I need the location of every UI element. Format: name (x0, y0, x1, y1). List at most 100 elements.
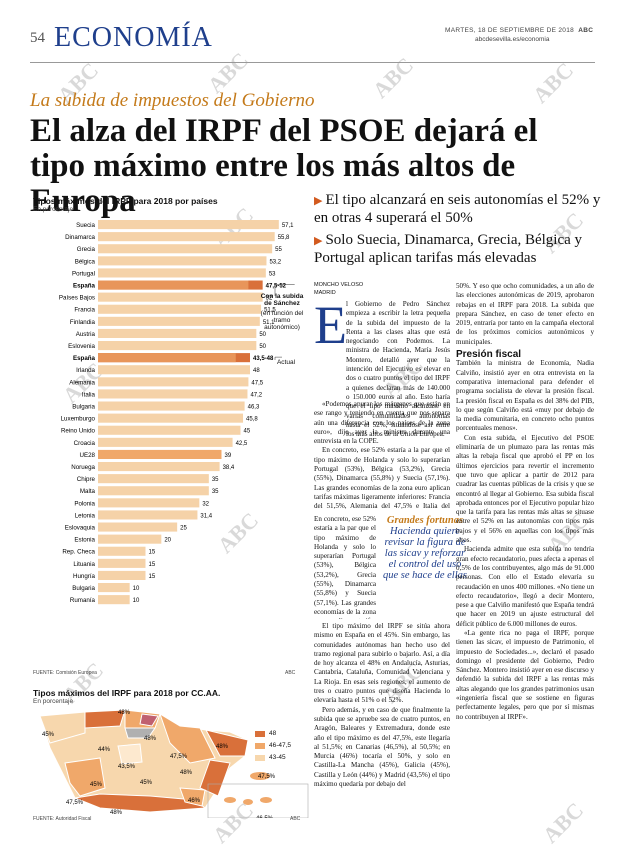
bar-category-label: Polonia (74, 500, 95, 507)
bar-value-label: 47,5-52 (266, 284, 287, 290)
legend-label: 43-45 (269, 754, 286, 761)
bar-category-label: Noruega (71, 464, 95, 471)
issue-date: MARTES, 18 DE SEPTIEMBRE DE 2018 ABC (445, 27, 593, 34)
abc-watermark: ABC (527, 57, 579, 108)
article-text: l Gobierno de Pedro Sánchez empieza a es… (346, 300, 450, 439)
bar-category-label: Luxemburgo (61, 416, 96, 423)
bar-value-label: 45,8 (246, 417, 258, 423)
bar-category-label: Bélgica (75, 258, 96, 265)
bar (98, 595, 130, 605)
abc-watermark: ABC (367, 52, 419, 103)
bar (98, 437, 233, 447)
bar-category-label: Rep. Checa (62, 549, 95, 556)
bar-value-label: 53,2 (269, 259, 281, 265)
bar-value-label: 45 (244, 429, 251, 435)
bar-value-label: 48 (253, 368, 260, 374)
bar-category-label: Alemania (69, 379, 95, 386)
paragraph: «La gente rica no paga el IRPF, porque t… (456, 628, 594, 721)
chart-annotation: Con la subida de Sánchez (260, 293, 304, 307)
region-baleares (250, 772, 270, 780)
map-legend: 48 46-47,5 43-45 (255, 730, 291, 766)
paragraph: 50%. Y eso que ocho comunidades, a un añ… (456, 282, 594, 346)
bar-base-segment (98, 353, 236, 363)
bar (98, 268, 266, 278)
legend-item: 46-47,5 (255, 742, 291, 749)
bar-category-label: Eslovaquia (65, 525, 96, 532)
header-divider (30, 62, 595, 63)
bar-category-label: Croacia (74, 440, 96, 447)
bar (98, 486, 209, 496)
paragraph: «Podemos apurar los márgenes que están e… (314, 400, 450, 446)
bar (98, 256, 267, 266)
bar-category-label: Finlandia (70, 319, 96, 326)
map-region-label: 46,5% (256, 816, 274, 818)
legend-label: 48 (269, 730, 277, 737)
map-region-label: 45% (90, 782, 103, 788)
bar-category-label: Reino Unido (61, 428, 96, 435)
legend-item: 43-45 (255, 754, 291, 761)
paragraph: El tipo máximo del IRPF se sitúa ahora m… (314, 622, 450, 705)
pull-quote: Grandes fortunas Hacienda quiere revisar… (380, 515, 470, 581)
bar-value-label: 10 (133, 586, 140, 592)
paragraph: En concreto, ese 52% estaría a la par qu… (314, 515, 376, 619)
bar (98, 534, 162, 544)
bar-category-label: Francia (74, 307, 95, 314)
article-text: El tipo máximo del IRPF se sitúa ahora m… (314, 622, 450, 834)
spain-map: 48% 45% 44% 48% 47,5% 48% 43,5% 45% 45% 47,5% 46% 4… (39, 709, 309, 818)
date-text: MARTES, 18 DE SEPTIEMBRE DE 2018 (445, 27, 575, 34)
region-navarra-pv (124, 727, 156, 739)
bar-value-label: 51,5 (264, 308, 276, 314)
bar-value-label: 55 (275, 247, 282, 253)
bar-value-label: 42,5 (236, 441, 248, 447)
bar-value-label: 51,1 (263, 320, 275, 326)
paragraph: l Gobierno de Pedro Sánchez empieza a es… (346, 300, 450, 439)
map-title: Tipos máximos del IRPF para 2018 por CC.… (33, 688, 221, 698)
bar-value-label: 15 (149, 562, 156, 568)
bullet-text: El tipo alcanzará en seis autonomías el … (314, 192, 601, 226)
map-region-label: 48% (216, 744, 229, 750)
map-region-label: 48% (118, 710, 131, 716)
bar (98, 570, 146, 580)
region-canarias (260, 797, 272, 803)
map-region-label: 44% (98, 747, 111, 753)
bar (98, 474, 209, 484)
bar (98, 558, 146, 568)
legend-swatch (255, 754, 265, 761)
bar-category-label: Malta (80, 488, 96, 495)
paragraph: Hacienda admite que esta subida no tendr… (456, 545, 594, 628)
section-title: ECONOMÍA (54, 22, 213, 53)
bar-value-label: 15 (149, 550, 156, 556)
region-canarias (224, 797, 236, 803)
paragraph: Pero además, y en caso de que finalmente… (314, 705, 450, 789)
legend-swatch (255, 742, 265, 749)
map-region-label: 48% (180, 770, 193, 776)
legend-item: 48 (255, 730, 291, 737)
bar-value-label: 50 (259, 332, 266, 338)
map-brand: ABC (290, 816, 301, 822)
region-asturias (84, 709, 126, 729)
bar-value-label: 55,8 (278, 235, 290, 241)
chart-subtitle: En porcentaje (33, 206, 74, 213)
bar-category-label: Italia (82, 391, 96, 398)
byline: MONCHO VELOSO (314, 282, 364, 288)
map-region-label: 48% (144, 736, 157, 742)
bar-category-label: Suecia (76, 222, 95, 229)
bar (98, 292, 263, 302)
map-region-label: 45% (42, 732, 55, 738)
article-text: «Podemos apurar los márgenes que están e… (314, 400, 450, 512)
bar-value-label: 57,1 (282, 223, 294, 229)
bullet-triangle-icon: ▶ (314, 195, 323, 207)
bar (98, 462, 220, 472)
region-valencia (199, 759, 231, 797)
bar (98, 498, 200, 508)
bar-category-label: Rumanía (70, 597, 96, 604)
annotation-connector (274, 284, 295, 296)
bar (98, 413, 244, 423)
brand-text: ABC (578, 27, 594, 34)
headline: El alza del IRPF del PSOE dejará el tipo… (30, 113, 538, 219)
map-region-label: 43,5% (118, 764, 136, 770)
summary-bullet: ▶ Solo Suecia, Dinamarca, Grecia, Bélgica… (314, 232, 604, 267)
bar (98, 401, 245, 411)
bar-value-label: 10 (133, 598, 140, 604)
map-region-label: 47,5% (66, 800, 84, 806)
